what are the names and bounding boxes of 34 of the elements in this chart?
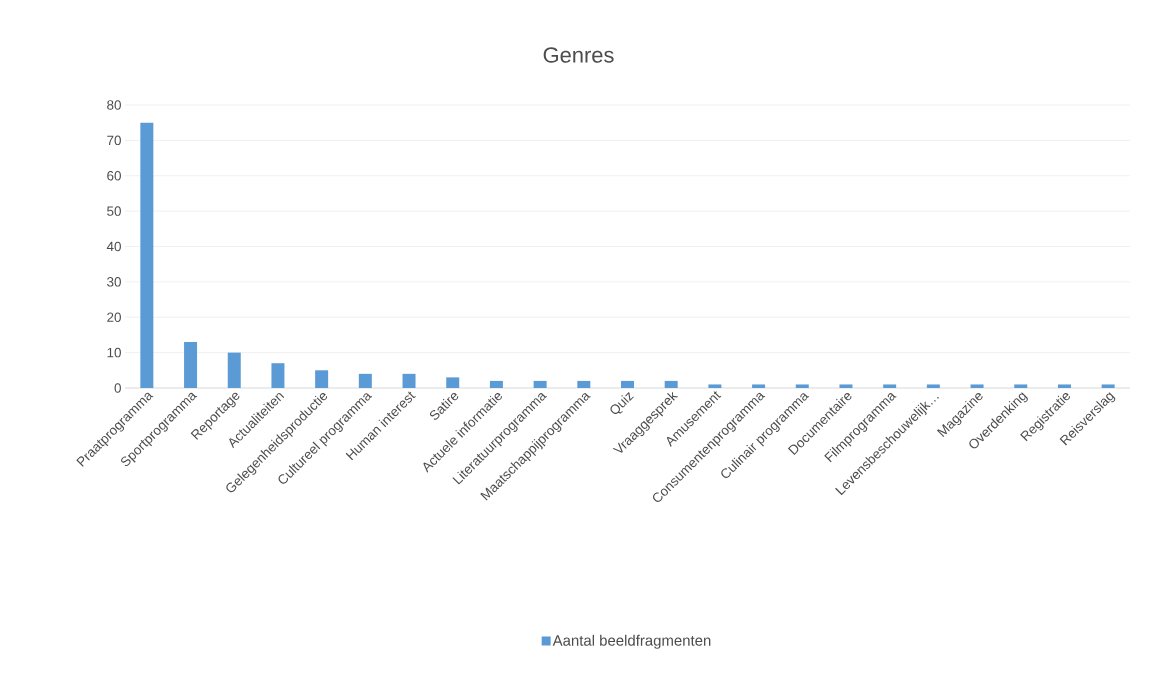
bar (184, 342, 198, 388)
bar (883, 384, 897, 388)
y-tick-label: 20 (107, 312, 121, 322)
y-tick-label: 80 (107, 100, 121, 110)
y-tick-label: 0 (114, 383, 121, 393)
bar (664, 380, 678, 388)
bar (1101, 384, 1115, 388)
y-tick-label: 70 (107, 135, 121, 146)
bar (621, 380, 634, 388)
y-tick-label: 60 (107, 170, 121, 181)
bar (271, 363, 285, 388)
bar (446, 377, 460, 388)
y-tick-label: 40 (106, 241, 121, 252)
bar (227, 352, 241, 388)
bar (402, 373, 416, 388)
bar (839, 384, 853, 388)
bar (970, 384, 984, 388)
bar (358, 373, 372, 388)
bar (752, 384, 766, 388)
legend-label: Aantal beeldfragmenten (552, 634, 711, 649)
bar (926, 384, 940, 388)
bar (577, 380, 591, 388)
bar (533, 380, 547, 388)
y-tick-label: 30 (107, 277, 121, 287)
bar (140, 122, 154, 388)
bar (708, 384, 722, 388)
bar (795, 384, 809, 388)
bar (315, 370, 329, 388)
y-tick-label: 10 (107, 347, 121, 358)
bar (1057, 384, 1071, 388)
bar (489, 380, 503, 388)
chart-title: Genres (543, 47, 614, 63)
bar (1014, 384, 1028, 388)
y-tick-label: 50 (107, 206, 121, 216)
